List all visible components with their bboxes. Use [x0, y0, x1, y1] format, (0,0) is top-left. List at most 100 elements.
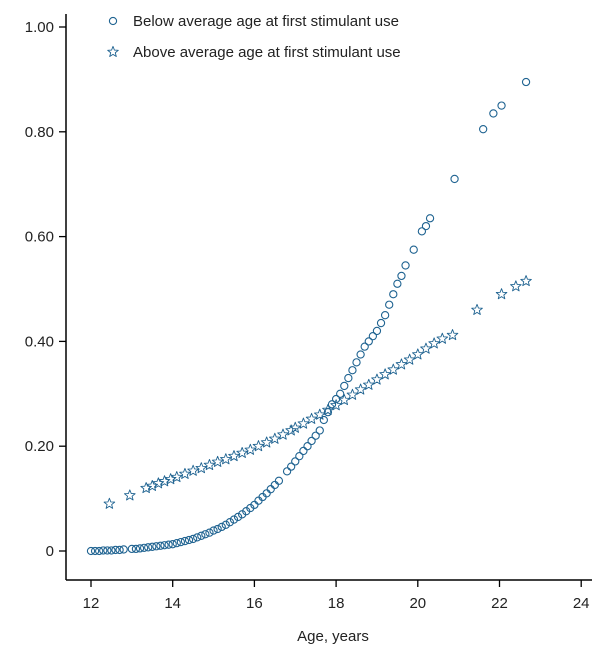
star-point: [203, 459, 216, 471]
star-point: [412, 348, 424, 360]
circle-point: [315, 426, 324, 435]
series-below-average: [86, 77, 531, 556]
legend-label: Above average age at first stimulant use: [133, 44, 401, 61]
circle-point: [152, 542, 161, 551]
circle-point: [364, 337, 373, 346]
y-tick-label: 0.80: [25, 124, 54, 141]
circle-point: [188, 534, 198, 544]
star-point: [313, 408, 326, 420]
circle-point: [205, 528, 214, 537]
star-point: [195, 462, 208, 474]
circle-point: [266, 485, 275, 494]
circle-point: [127, 544, 136, 554]
circle-point: [144, 543, 153, 552]
y-axis-ticks: 0 0.20 0.40 0.60 0.80 1.00: [25, 19, 66, 560]
circle-point: [521, 77, 531, 87]
circle-point: [425, 214, 435, 223]
star-point: [103, 497, 116, 509]
circle-point: [356, 350, 365, 359]
circle-point: [393, 279, 402, 288]
star-point: [403, 353, 416, 365]
circle-point: [184, 535, 194, 545]
x-tick-label: 20: [409, 595, 426, 612]
circle-point: [86, 546, 96, 556]
circle-point: [197, 531, 206, 540]
circle-point: [319, 415, 328, 425]
x-tick-label: 16: [246, 595, 263, 612]
circle-point: [99, 546, 108, 555]
star-point: [305, 412, 318, 424]
circle-point: [111, 545, 120, 555]
x-tick-label: 22: [491, 595, 508, 612]
circle-point: [489, 109, 498, 118]
circle-point: [344, 373, 353, 383]
axes: [65, 14, 592, 581]
x-axis-ticks: 12 14 16 18 20 22 24: [83, 580, 590, 612]
star-point: [338, 394, 351, 406]
star-point: [285, 424, 297, 436]
star-point: [510, 280, 522, 292]
legend-item: Above average age at first stimulant use: [107, 44, 401, 61]
circle-point: [217, 522, 226, 532]
circle-point: [497, 101, 506, 110]
star-point: [428, 337, 440, 349]
star-point: [211, 455, 224, 467]
circle-point: [389, 290, 398, 299]
circle-point: [176, 537, 186, 547]
circle-point: [397, 271, 406, 281]
circle-point: [303, 442, 312, 451]
circle-point: [340, 381, 349, 391]
circle-point: [352, 358, 361, 367]
circle-point: [307, 436, 316, 446]
circle-point: [209, 526, 218, 535]
x-tick-label: 24: [573, 595, 590, 612]
y-tick-label: 0.40: [25, 333, 54, 350]
circle-point: [287, 462, 296, 471]
star-point: [220, 453, 232, 465]
circle-point: [115, 545, 124, 555]
circle-point: [450, 174, 459, 184]
circle-point: [376, 318, 386, 328]
star-point: [152, 477, 165, 489]
star-point: [187, 464, 199, 476]
circle-point: [160, 541, 169, 550]
circle-point: [148, 542, 157, 551]
circle-point: [168, 540, 177, 549]
star-point: [387, 363, 400, 375]
circle-point: [90, 546, 100, 556]
x-tick-label: 18: [328, 595, 345, 612]
circle-marker-icon: [108, 16, 118, 26]
star-point: [269, 432, 281, 444]
star-point: [289, 421, 302, 433]
circle-point: [119, 545, 128, 554]
star-marker-icon: [107, 45, 119, 57]
star-point: [228, 450, 240, 462]
data-points: [86, 77, 532, 556]
y-tick-label: 0.20: [25, 438, 54, 455]
star-point: [420, 342, 432, 354]
circle-point: [213, 524, 222, 534]
y-tick-label: 0.60: [25, 229, 54, 246]
circle-point: [421, 221, 431, 231]
circle-point: [274, 476, 284, 485]
legend: Below average age at first stimulant use…: [107, 13, 401, 61]
circle-point: [103, 546, 112, 555]
circle-point: [385, 300, 394, 309]
circle-point: [299, 446, 308, 456]
circle-point: [348, 366, 357, 375]
circle-point: [139, 543, 149, 553]
circle-point: [368, 332, 378, 341]
circle-point: [401, 261, 410, 270]
circle-point: [380, 311, 390, 320]
circle-point: [164, 540, 173, 549]
star-point: [236, 446, 248, 458]
circle-point: [372, 326, 382, 336]
series-above-average: [103, 275, 532, 509]
circle-point: [233, 512, 243, 522]
circle-point: [291, 457, 300, 466]
star-point: [322, 403, 334, 416]
circle-point: [323, 407, 333, 417]
star-point: [379, 368, 391, 380]
star-point: [164, 473, 177, 485]
